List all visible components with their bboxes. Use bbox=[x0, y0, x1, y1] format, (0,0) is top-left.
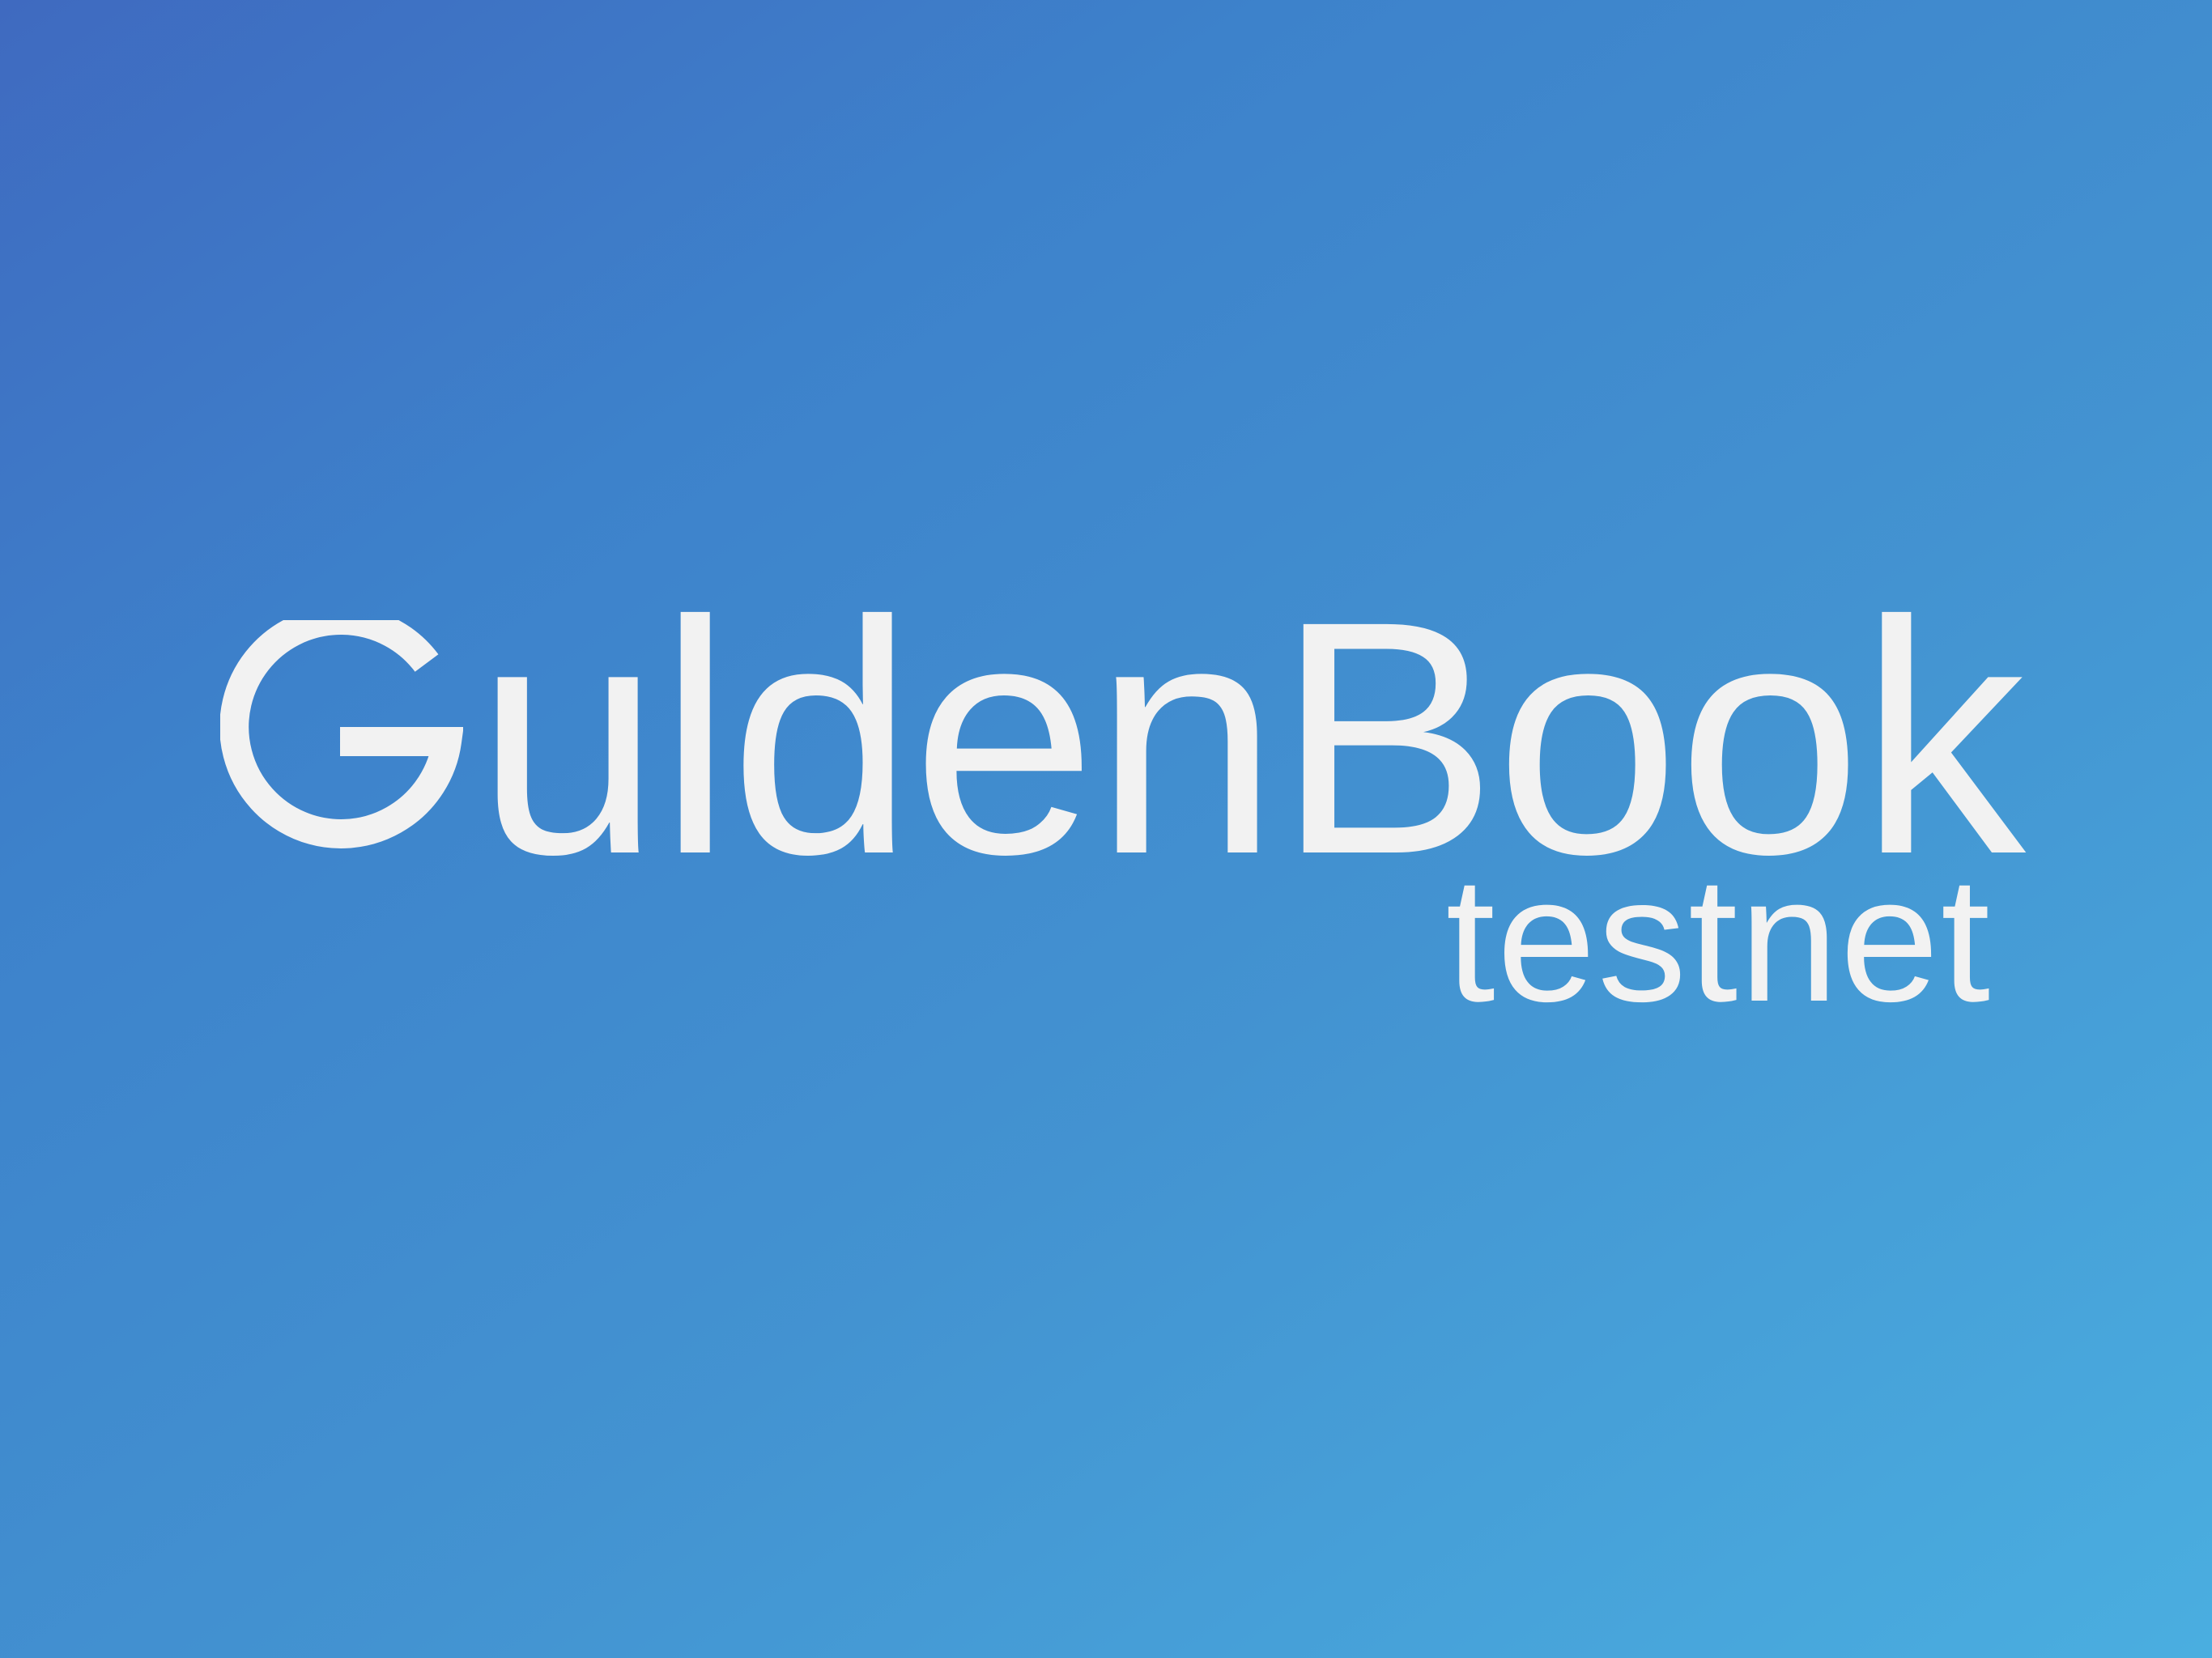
network-label: testnet bbox=[1445, 840, 1992, 1039]
gulden-g-icon bbox=[220, 620, 463, 848]
app-logo: uldenBook bbox=[220, 572, 2026, 903]
app-name: uldenBook bbox=[476, 552, 2026, 923]
